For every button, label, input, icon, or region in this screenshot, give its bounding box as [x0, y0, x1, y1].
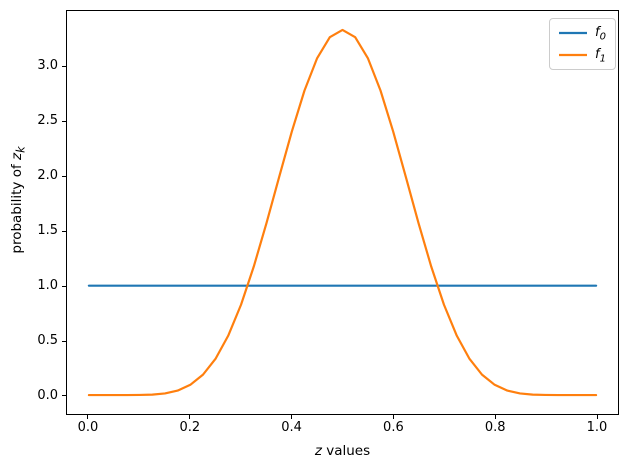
- y-tick-mark: [62, 230, 66, 232]
- plot-area: [66, 10, 619, 415]
- legend-item-f1: f1: [558, 47, 606, 65]
- y-axis-label-var: z: [9, 152, 25, 160]
- y-tick-label: 0.0: [37, 387, 58, 403]
- x-tick-label: 1.0: [586, 420, 608, 435]
- series-line-f1: [87, 28, 598, 397]
- y-tick-label: 2.5: [37, 113, 58, 129]
- x-axis-label-rest: values: [326, 443, 371, 459]
- legend-label-f0: f0: [595, 25, 606, 43]
- legend-label-f1: f1: [595, 47, 606, 65]
- y-tick-label: 0.5: [37, 333, 58, 348]
- x-axis-label: z values: [66, 443, 619, 459]
- x-tick-mark: [596, 415, 598, 419]
- x-tick-mark: [291, 415, 293, 419]
- legend-item-f0: f0: [558, 25, 606, 43]
- legend-swatch-f1: [559, 53, 587, 57]
- y-axis-label-prefix: probability of: [9, 159, 25, 254]
- legend-swatch-f0: [559, 31, 587, 35]
- x-tick-mark: [189, 415, 191, 419]
- x-tick-mark: [392, 415, 394, 419]
- y-tick-mark: [62, 340, 66, 342]
- y-tick-label: 1.0: [37, 278, 58, 294]
- x-axis-label-var: z: [314, 443, 322, 459]
- x-tick-label: 0.2: [179, 420, 201, 435]
- x-tick-mark: [87, 415, 89, 419]
- y-tick-mark: [62, 175, 66, 177]
- y-tick-mark: [62, 285, 66, 287]
- plot-lines-svg: [87, 28, 598, 397]
- x-tick-label: 0.6: [383, 420, 404, 435]
- y-tick-mark: [62, 65, 66, 67]
- y-axis-label-sub: k: [14, 146, 28, 153]
- x-tick-label: 0.0: [77, 420, 99, 435]
- x-tick-label: 0.4: [281, 420, 302, 435]
- y-axis-label: probability of zk: [9, 146, 28, 254]
- y-tick-label: 1.5: [37, 223, 58, 239]
- x-tick-mark: [494, 415, 496, 419]
- legend-box: f0 f1: [549, 18, 616, 70]
- y-tick-label: 3.0: [37, 58, 58, 74]
- y-tick-label: 2.0: [37, 168, 58, 184]
- x-tick-label: 0.8: [484, 420, 506, 435]
- y-tick-mark: [62, 120, 66, 122]
- y-tick-mark: [62, 395, 66, 397]
